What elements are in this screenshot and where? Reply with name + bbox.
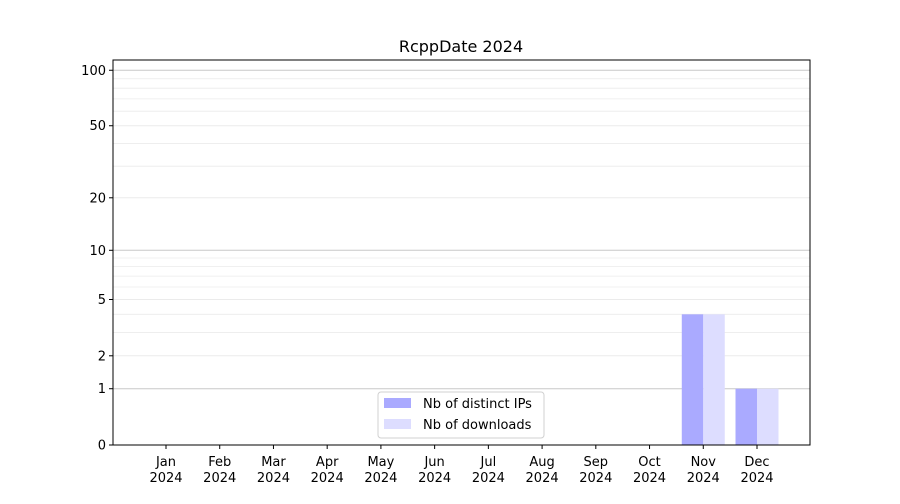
y-tick-label: 1 xyxy=(98,382,106,397)
y-tick-label: 10 xyxy=(89,244,106,259)
x-tick-label: 2024 xyxy=(740,471,773,486)
bar xyxy=(703,314,725,445)
chart-title: RcppDate 2024 xyxy=(399,37,523,56)
plot-frame xyxy=(112,59,811,446)
x-tick-label: Nov xyxy=(691,455,717,470)
x-tick-label: Feb xyxy=(208,455,231,470)
x-tick-label: Jun xyxy=(423,455,444,470)
x-tick-label: 2024 xyxy=(149,471,182,486)
bar xyxy=(757,388,779,445)
legend-box xyxy=(377,391,545,439)
x-tick-label: 2024 xyxy=(579,471,612,486)
x-tick-label: 2024 xyxy=(364,471,397,486)
y-tick-label: 50 xyxy=(89,119,106,134)
y-tick-label: 5 xyxy=(98,293,106,308)
x-tick-label: Mar xyxy=(261,455,286,470)
x-tick-label: 2024 xyxy=(633,471,666,486)
y-axis: 0 1 2 5 10 20 50 100 xyxy=(81,64,113,454)
bar xyxy=(735,388,757,445)
x-tick-label: May xyxy=(367,455,394,470)
x-tick-label: 2024 xyxy=(418,471,451,486)
x-tick-label: 2024 xyxy=(472,471,505,486)
x-tick-label: Jul xyxy=(480,455,497,470)
legend: Nb of distinct IPs Nb of downloads xyxy=(377,391,545,439)
x-tick-label: 2024 xyxy=(687,471,720,486)
bars xyxy=(681,314,779,445)
x-tick-label: 2024 xyxy=(526,471,559,486)
x-tick-label: Dec xyxy=(744,455,769,470)
x-tick-label: 2024 xyxy=(203,471,236,486)
legend-swatch xyxy=(384,419,411,429)
legend-label: Nb of downloads xyxy=(423,418,532,433)
x-tick-label: 2024 xyxy=(257,471,290,486)
y-tick-label: 20 xyxy=(89,191,106,206)
y-tick-label: 100 xyxy=(81,64,106,79)
x-tick-label: 2024 xyxy=(311,471,344,486)
x-tick-label: Jan xyxy=(155,455,176,470)
y-tick-label: 2 xyxy=(98,349,106,364)
x-tick-label: Aug xyxy=(529,455,554,470)
x-tick-label: Oct xyxy=(638,455,660,470)
legend-swatch xyxy=(384,398,411,408)
x-tick-label: Apr xyxy=(316,455,339,470)
bar xyxy=(681,314,704,445)
legend-label: Nb of distinct IPs xyxy=(423,397,532,412)
x-tick-label: Sep xyxy=(584,455,609,470)
x-axis: Jan2024Feb2024Mar2024Apr2024May2024Jun20… xyxy=(149,445,774,486)
y-tick-label: 0 xyxy=(98,439,106,454)
